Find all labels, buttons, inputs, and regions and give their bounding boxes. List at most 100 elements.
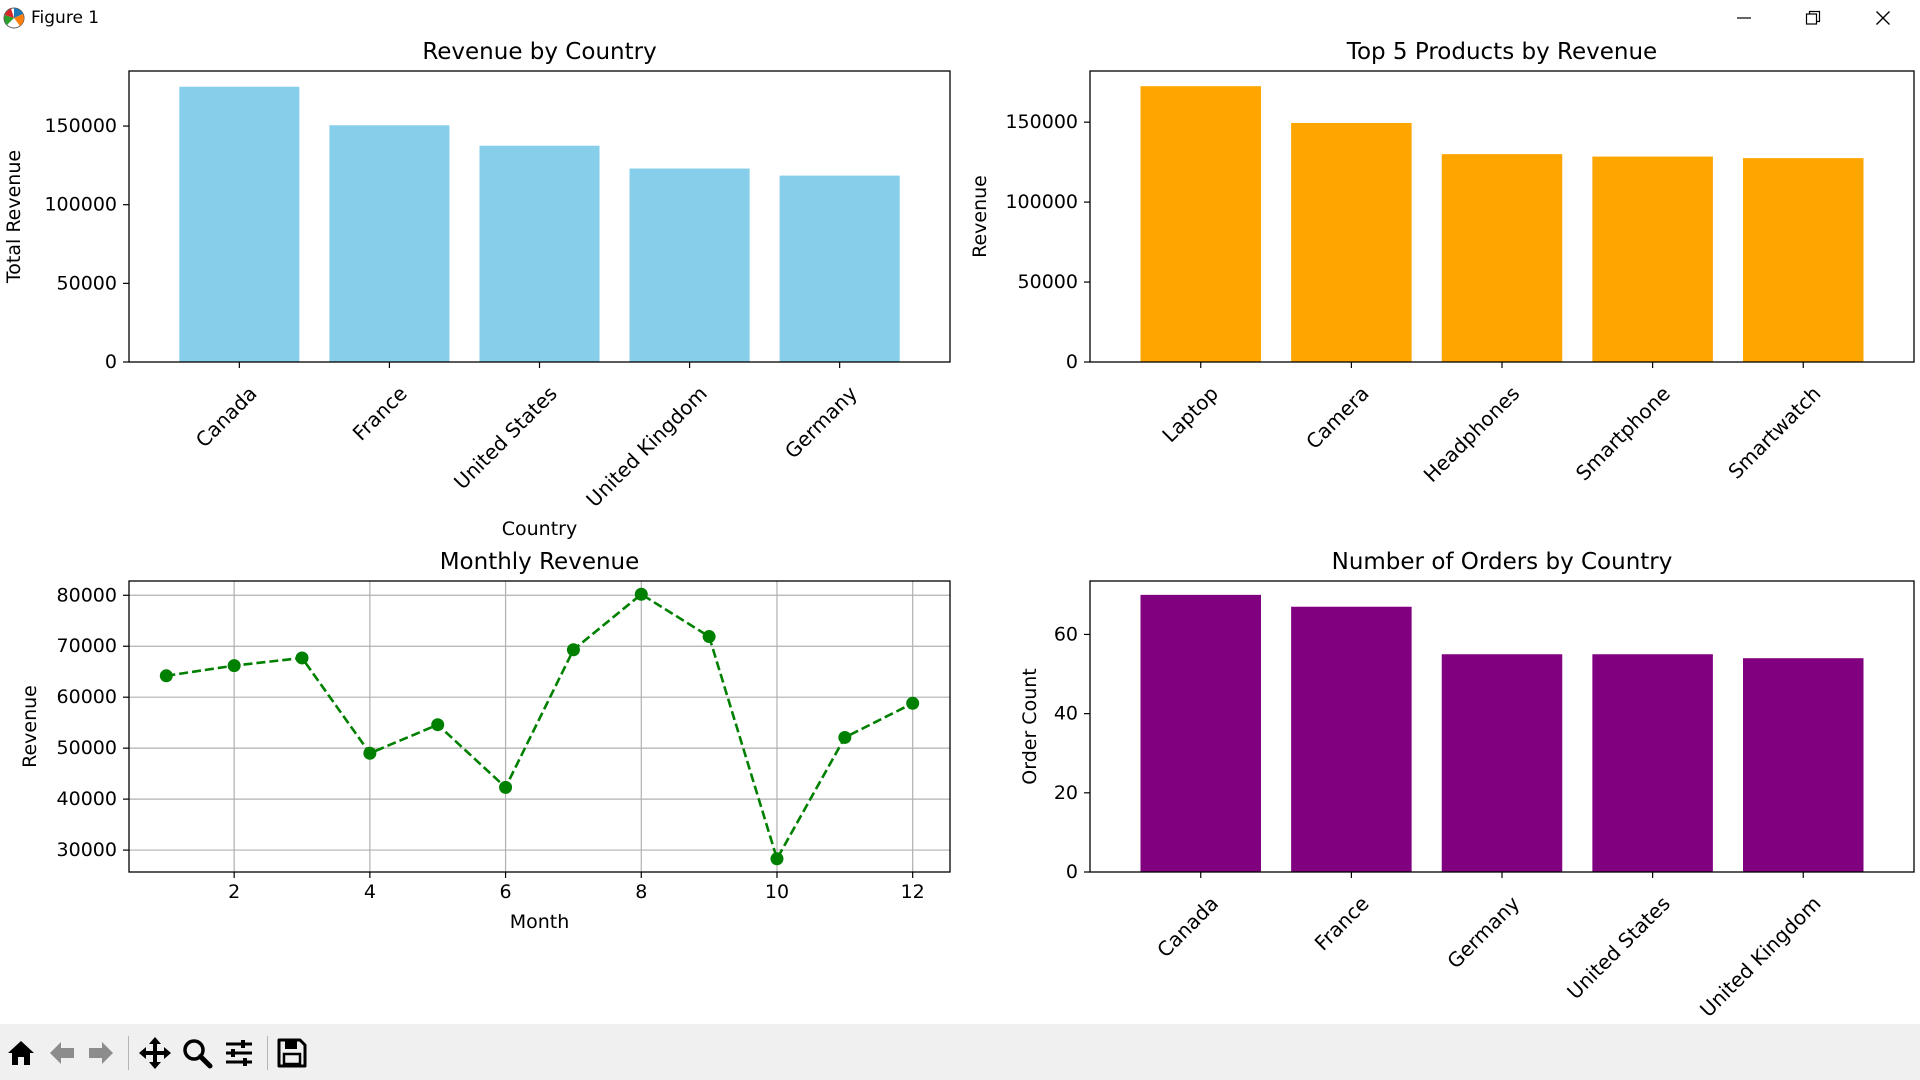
- data-point: [634, 587, 648, 601]
- y-tick-label: 150000: [44, 115, 117, 137]
- bar: [629, 168, 750, 362]
- close-button[interactable]: [1848, 0, 1918, 36]
- x-tick-label: Smartphone: [1571, 381, 1675, 485]
- y-axis-label: Total Revenue: [3, 150, 25, 284]
- data-point: [906, 696, 920, 710]
- data-point: [702, 630, 716, 644]
- data-point: [363, 746, 377, 760]
- bar: [1140, 594, 1262, 872]
- window-title: Figure 1: [31, 8, 100, 28]
- y-tick-label: 80000: [57, 584, 117, 606]
- x-tick-label: 6: [500, 881, 512, 903]
- bar: [1291, 606, 1412, 872]
- y-tick-label: 60: [1054, 623, 1078, 645]
- back-arrow-icon: [50, 1042, 74, 1064]
- x-axis-label: Country: [502, 518, 577, 540]
- data-point: [227, 659, 241, 673]
- bar: [1592, 654, 1713, 872]
- x-tick-label: United Kingdom: [581, 381, 711, 511]
- bar: [329, 125, 450, 362]
- restore-button[interactable]: [1778, 0, 1848, 36]
- x-tick-label: 12: [901, 881, 925, 903]
- zoom-button[interactable]: [178, 1034, 216, 1072]
- y-tick-label: 50000: [57, 272, 117, 294]
- x-tick-label: United Kingdom: [1695, 891, 1825, 1021]
- minimize-button[interactable]: [1709, 0, 1779, 36]
- save-button[interactable]: [273, 1034, 311, 1072]
- bar: [179, 86, 300, 362]
- minimize-icon: [1737, 17, 1751, 19]
- toolbar-separator: [128, 1036, 129, 1070]
- y-axis-label: Revenue: [969, 175, 991, 258]
- forward-button[interactable]: [82, 1034, 120, 1072]
- x-tick-label: 2: [228, 881, 240, 903]
- save-floppy-icon: [277, 1038, 307, 1068]
- matplotlib-icon: [3, 7, 25, 29]
- x-tick-label: France: [1310, 891, 1374, 955]
- toolbar-separator: [267, 1036, 268, 1070]
- axes-frame: [1089, 70, 1915, 363]
- axes-frame: [128, 580, 951, 873]
- chart-4: Canada France Germany United States United K…: [1019, 549, 1915, 1022]
- bar: [1140, 86, 1262, 362]
- data-point: [295, 651, 309, 665]
- data-point: [770, 852, 784, 866]
- chart-title: Revenue by Country: [422, 39, 656, 65]
- x-tick-label: Germany: [1442, 891, 1524, 973]
- back-button[interactable]: [43, 1034, 81, 1072]
- x-tick-label: 8: [635, 881, 647, 903]
- y-tick-label: 50000: [1018, 271, 1078, 293]
- x-tick-label: 4: [364, 881, 376, 903]
- configure-subplots-button[interactable]: [220, 1034, 258, 1072]
- data-point: [499, 780, 513, 794]
- y-axis-label: Order Count: [1019, 668, 1041, 784]
- axes-frame: [1089, 580, 1915, 873]
- bar: [1291, 122, 1412, 362]
- x-tick-label: Headphones: [1419, 381, 1525, 487]
- x-tick-label: Canada: [191, 381, 262, 452]
- x-tick-label: United States: [1562, 891, 1675, 1004]
- chart-title: Number of Orders by Country: [1332, 549, 1673, 575]
- x-tick-label: 10: [765, 881, 789, 903]
- x-tick-label: France: [348, 381, 412, 445]
- close-icon: [1876, 11, 1890, 25]
- forward-arrow-icon: [89, 1042, 113, 1064]
- bar: [479, 145, 600, 362]
- chart-3: 2 4 6 8 10 12 30000 40000 50000 60000 70000 80000 Mo…: [19, 549, 951, 933]
- pan-move-icon: [139, 1037, 171, 1069]
- bar: [1742, 158, 1864, 362]
- x-tick-label: Laptop: [1157, 381, 1223, 447]
- y-tick-label: 0: [105, 351, 117, 373]
- data-point: [431, 718, 445, 732]
- x-tick-label: United States: [449, 381, 562, 494]
- y-tick-label: 40000: [57, 788, 117, 810]
- figure-canvas[interactable]: Canada France United States United Kingdom G…: [0, 36, 1920, 1024]
- x-tick-label: Canada: [1152, 891, 1223, 962]
- y-axis-label: Revenue: [19, 685, 41, 768]
- figure-svg: Canada France United States United Kingdom G…: [3, 39, 1915, 1022]
- chart-1: Canada France United States United Kingdom G…: [3, 39, 951, 540]
- data-point: [566, 643, 580, 657]
- home-button[interactable]: [2, 1034, 40, 1072]
- y-tick-label: 20: [1054, 782, 1078, 804]
- y-tick-label: 150000: [1005, 111, 1078, 133]
- zoom-magnifier-icon: [183, 1039, 213, 1069]
- x-tick-label: Camera: [1301, 381, 1373, 453]
- data-point: [838, 730, 852, 744]
- y-tick-label: 100000: [1005, 191, 1078, 213]
- y-tick-label: 100000: [44, 194, 117, 216]
- x-tick-label: Smartwatch: [1723, 381, 1825, 483]
- chart-title: Monthly Revenue: [440, 549, 640, 575]
- bar: [1742, 658, 1864, 872]
- y-tick-label: 50000: [57, 737, 117, 759]
- pan-button[interactable]: [136, 1034, 174, 1072]
- x-axis-label: Month: [510, 911, 570, 933]
- bar: [1592, 156, 1713, 362]
- y-tick-label: 0: [1066, 351, 1078, 373]
- bar: [1441, 654, 1563, 872]
- chart-2: Laptop Camera Headphones Smartphone Smartwat…: [969, 39, 1915, 487]
- series-line: [166, 592, 914, 863]
- title-bar[interactable]: Figure 1: [0, 0, 1920, 36]
- restore-icon: [1805, 10, 1821, 25]
- chart-title: Top 5 Products by Revenue: [1346, 39, 1657, 65]
